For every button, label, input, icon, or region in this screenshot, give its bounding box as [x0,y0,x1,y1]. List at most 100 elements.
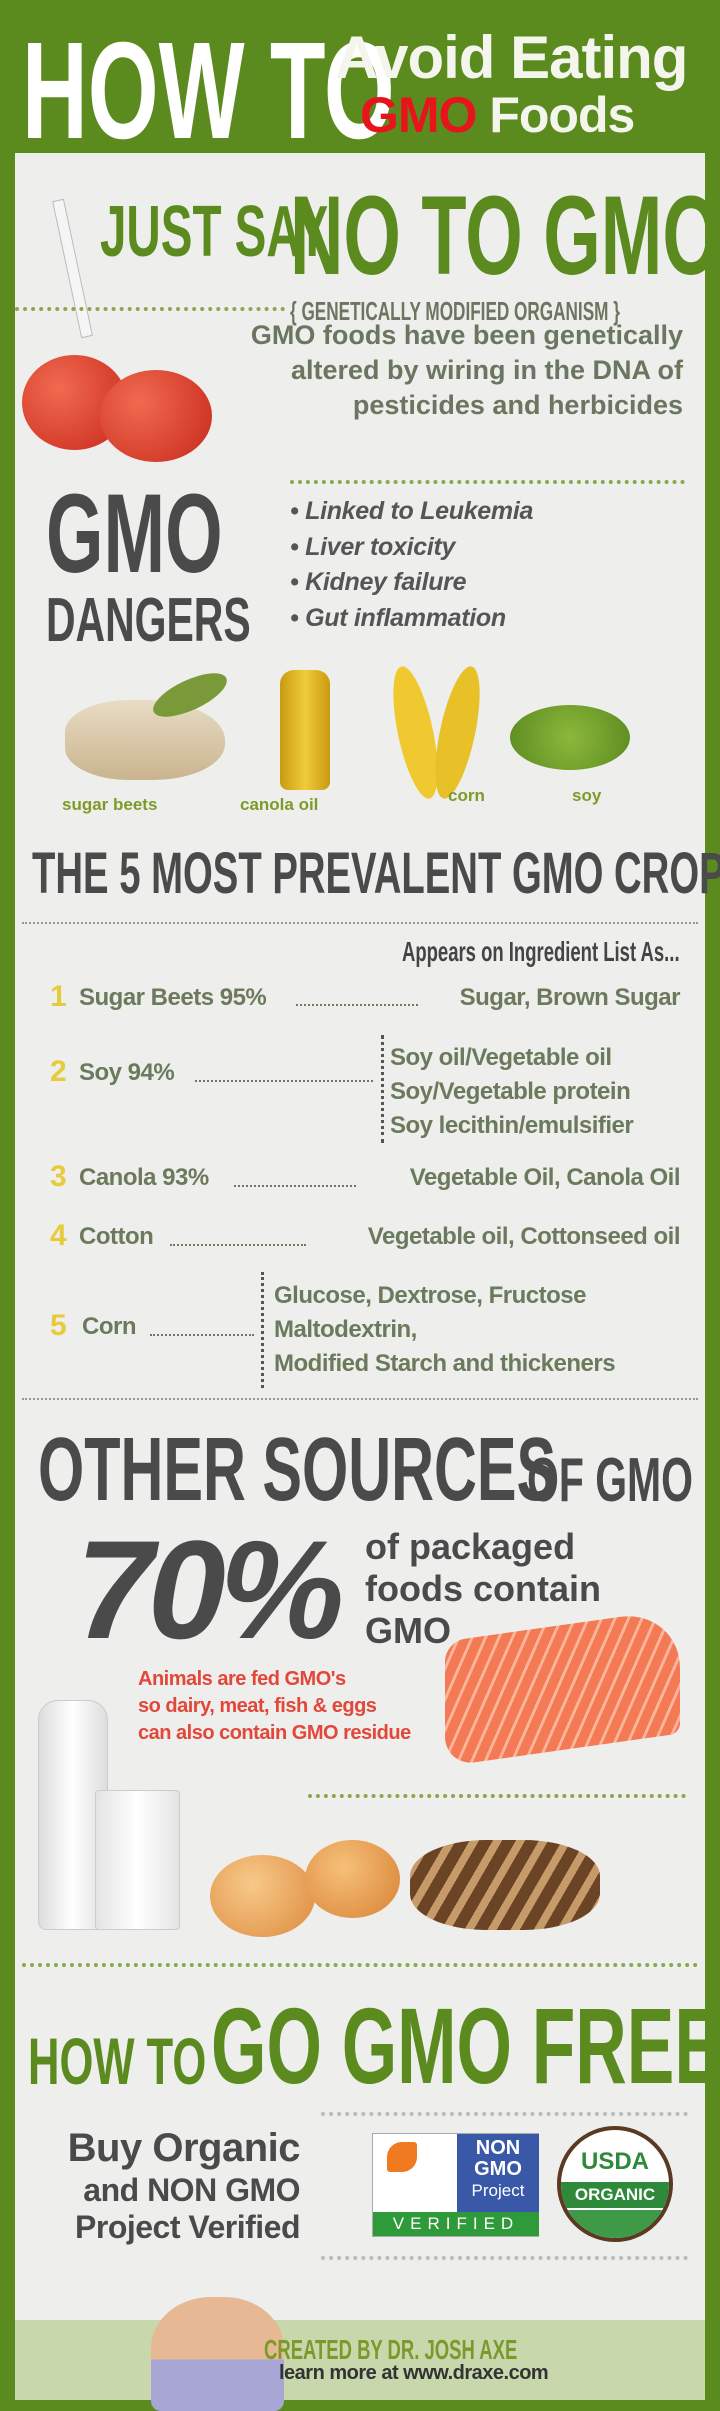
logo-text: NON [475,2137,521,2159]
description-line: GMO foods have been genetically [250,320,683,350]
advice-line: Project Verified [75,2209,300,2245]
ingredient-text: Soy lecithin/emulsifier [390,1112,634,1139]
canola-oil-bottle-image [280,670,330,790]
rank-number: 5 [50,1309,67,1342]
leader-dots [170,1244,306,1246]
title-how-to: HOW TO [22,14,395,168]
advice-line: and NON GMO [83,2172,300,2208]
go-free-how-to: HOW TO [28,2024,207,2098]
rank-number: 1 [50,980,67,1013]
divider [308,1794,686,1798]
danger-item: • Gut inflammation [290,603,506,632]
ingredient-list: Glucose, Dextrose, Fructose Maltodextrin… [274,1279,616,1381]
divider [290,480,685,484]
other-sources-of-gmo: OF GMO [527,1446,693,1515]
leader-dots [234,1185,356,1187]
sugar-beet-image [65,700,225,780]
soybean-image [510,705,630,770]
stat-text: of packaged foods contain GMO [365,1526,601,1652]
crop-name: Sugar Beets 95% [79,984,267,1011]
leader-dots [150,1334,254,1336]
food-label: sugar beets [62,795,158,814]
ingredient-list: Soy oil/Vegetable oil Soy/Vegetable prot… [390,1041,634,1143]
divider [22,1398,698,1400]
danger-item: • Linked to Leukemia [290,497,534,525]
ingredient-text: Glucose, Dextrose, Fructose [274,1282,586,1309]
apple-icon [100,370,212,462]
animals-note: Animals are fed GMO's so dairy, meat, fi… [138,1666,411,1747]
animals-line: Animals are fed GMO's [138,1668,346,1690]
ingredient-text: Sugar, Brown Sugar [459,984,681,1011]
crop-name: Canola 93% [79,1164,209,1191]
divider [22,922,698,924]
divider [22,1963,698,1967]
ingredient-text: Maltodextrin, [274,1316,417,1343]
divider [321,2112,688,2116]
animals-line: so dairy, meat, fish & eggs [138,1695,377,1717]
grilled-chicken-image [410,1840,600,1930]
crop-name: Soy 94% [79,1059,175,1086]
bracket-dots [381,1035,384,1143]
food-label: corn [448,786,485,805]
stat-line: foods contain [365,1568,601,1609]
usda-organic-seal: USDA ORGANIC [557,2126,673,2242]
gmo-description: GMO foods have been genetically altered … [213,318,683,423]
rank-number: 4 [50,1219,67,1252]
created-by: CREATED BY DR. JOSH AXE [264,2334,518,2365]
dangers-list: • Linked to Leukemia • Liver toxicity • … [290,494,533,636]
seal-field [561,2210,669,2238]
no-to-gmo: NO TO GMO [290,173,720,298]
non-gmo-verified-logo: NON GMO Project VERIFIED [372,2133,539,2237]
description-line: altered by wiring in the DNA of [290,355,683,385]
acronym-text: { GENETICALLY MODIFIED ORGANISM } [290,296,620,326]
ingredient-text: Vegetable oil, Cottonseed oil [367,1223,681,1250]
author-photo [151,2297,284,2411]
dangers-title: DANGERS [46,586,251,655]
title-avoid-eating: Avoid Eating [335,24,688,91]
rank-number: 3 [50,1160,67,1193]
ingredient-text: Vegetable Oil, Canola Oil [409,1164,681,1191]
animals-line: can also contain GMO residue [138,1722,411,1744]
butterfly-icon [387,2142,417,2172]
stat-line: GMO [365,1610,451,1651]
crop-name: Corn [82,1313,137,1340]
dangers-title-gmo: GMO [46,471,223,596]
egg-image [305,1840,400,1918]
food-label: soy [572,786,602,805]
leader-dots [195,1080,373,1082]
food-label: canola oil [240,795,319,814]
milk-glass-image [95,1790,180,1930]
ingredient-text: Soy/Vegetable protein [390,1078,631,1105]
crops-title: THE 5 MOST PREVALENT GMO CROPS [32,841,720,906]
crop-name: Cotton [79,1223,154,1250]
egg-image [210,1855,315,1937]
title-foods: Foods [489,87,635,143]
divider [321,2256,688,2260]
ingredient-text: Modified Starch and thickeners [274,1350,616,1377]
description-line: pesticides and herbicides [352,390,683,420]
danger-item: • Liver toxicity [290,532,456,561]
content-panel [15,153,705,2400]
footer-band [15,2320,705,2400]
logo-verified-text: VERIFIED [373,2212,539,2236]
rank-number: 2 [50,1055,67,1088]
title-gmo: GMO [360,87,477,143]
bracket-dots [261,1272,264,1388]
buy-advice: Buy Organic and NON GMO Project Verified [67,2125,301,2245]
go-gmo-free-title: GO GMO FREE [211,1985,720,2106]
just-say: JUST SAY [100,192,329,272]
leader-dots [296,1004,418,1006]
other-sources-title: OTHER SOURCES [38,1420,557,1520]
seal-text: ORGANIC [561,2182,669,2208]
advice-line: Buy Organic [67,2126,301,2170]
website-link[interactable]: learn more at www.draxe.com [279,2362,549,2384]
ingredient-text: Soy oil/Vegetable oil [390,1044,612,1071]
stat-70-percent: 70% [76,1511,344,1668]
ingredient-list-header: Appears on Ingredient List As... [402,936,680,967]
seal-text: USDA [580,2148,649,2175]
stat-line: of packaged [365,1526,576,1567]
logo-text: GMO [474,2158,522,2180]
danger-item: • Kidney failure [290,568,467,596]
logo-text: Project [471,2181,525,2200]
title-line2: GMO Foods [360,87,635,143]
